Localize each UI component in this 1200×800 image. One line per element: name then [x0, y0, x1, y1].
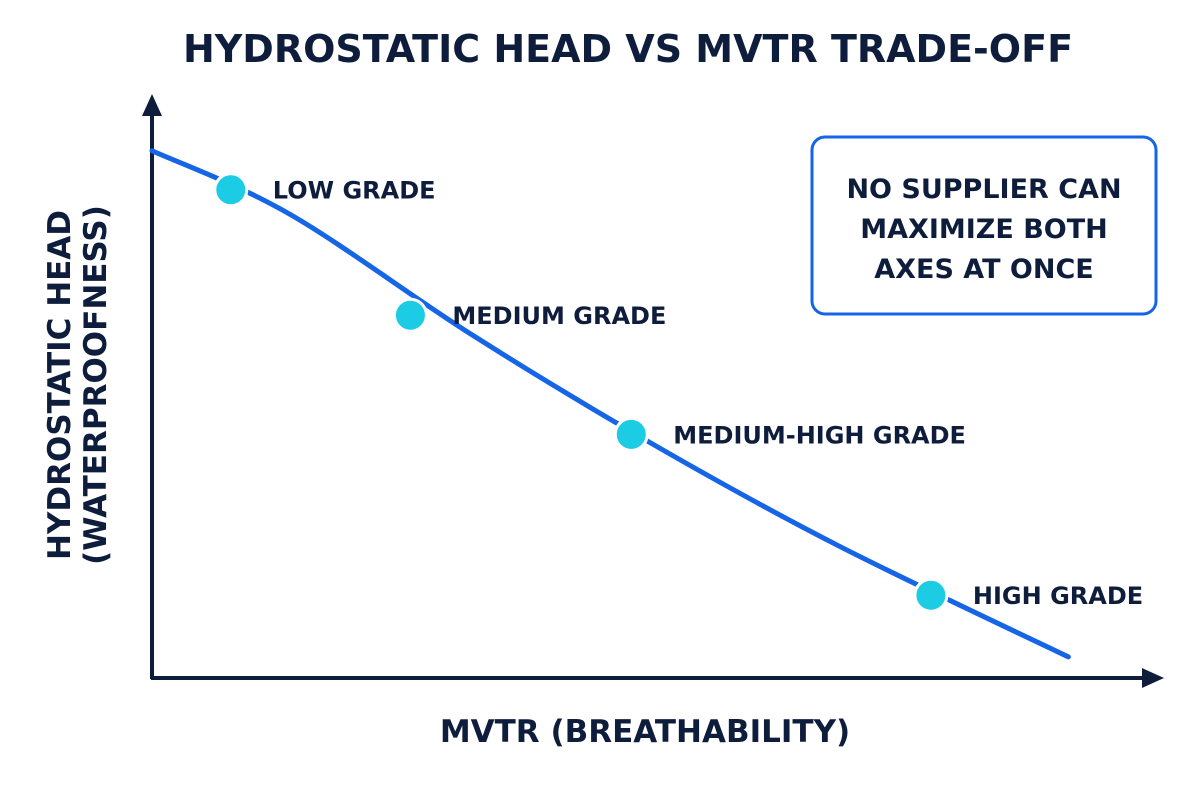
- tradeoff-curve: [149, 148, 1071, 660]
- data-point-label: LOW GRADE: [273, 177, 436, 205]
- data-point: [913, 577, 949, 613]
- data-point: [392, 297, 428, 333]
- curve-layer: [149, 148, 1071, 660]
- x-axis-arrow: [1142, 668, 1164, 688]
- y-axis-label-line-2: (WATERPROOFNESS): [78, 205, 114, 565]
- x-axis-label: MVTR (BREATHABILITY): [440, 714, 850, 750]
- y-axis-arrow: [142, 94, 162, 116]
- annotation-box: [810, 135, 1158, 316]
- y-axis-label: HYDROSTATIC HEAD (WATERPROOFNESS): [42, 205, 114, 565]
- axes: [142, 94, 1164, 688]
- annotation-line-1: NO SUPPLIER CAN: [846, 174, 1121, 205]
- annotation-callout: NO SUPPLIER CAN MAXIMIZE BOTH AXES AT ON…: [810, 135, 1158, 316]
- data-point: [613, 416, 649, 452]
- data-point-label: MEDIUM GRADE: [452, 302, 666, 330]
- data-point: [213, 172, 249, 208]
- data-point-label: HIGH GRADE: [973, 582, 1143, 610]
- chart-title: HYDROSTATIC HEAD VS MVTR TRADE-OFF: [183, 27, 1073, 71]
- points-layer: LOW GRADE MEDIUM GRADE MEDIUM-HIGH GRADE HI…: [213, 172, 1143, 613]
- annotation-line-2: MAXIMIZE BOTH: [860, 214, 1108, 245]
- annotation-line-3: AXES AT ONCE: [874, 254, 1093, 285]
- y-axis-label-line-1: HYDROSTATIC HEAD: [42, 210, 78, 560]
- data-point-label: MEDIUM-HIGH GRADE: [673, 421, 966, 449]
